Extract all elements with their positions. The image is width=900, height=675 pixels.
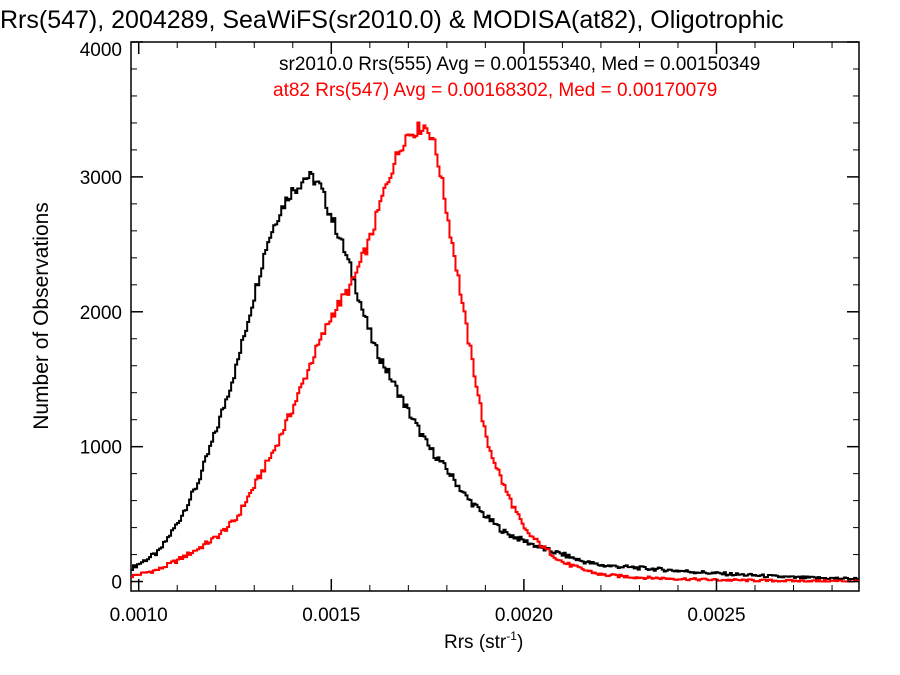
- x-tick-label: 0.0015: [302, 605, 360, 626]
- y-tick-label: 1000: [80, 438, 122, 459]
- x-tick-label: 0.0025: [687, 605, 745, 626]
- plot-frame: [130, 41, 860, 592]
- y-tick-label: 4000: [80, 40, 122, 61]
- x-tick-label: 0.0020: [495, 605, 553, 626]
- series-1-histogram: [131, 121, 860, 583]
- series-0-histogram: [131, 171, 860, 581]
- y-tick-label: 3000: [80, 168, 122, 189]
- legend-entry-0: sr2010.0 Rrs(555) Avg = 0.00155340, Med …: [279, 54, 760, 75]
- y-tick-label: 0: [111, 573, 122, 594]
- axes-layer: 0.0010 0.0015 0.0020 0.0025 0 1000 2000 3000 400…: [80, 40, 859, 626]
- y-tick-label: 2000: [80, 303, 122, 324]
- chart-title: Rrs(547), 2004289, SeaWiFS(sr2010.0) & M…: [0, 6, 784, 34]
- legend-entry-1: at82 Rrs(547) Avg = 0.00168302, Med = 0.…: [273, 80, 717, 101]
- series-layer: [131, 121, 860, 583]
- x-tick-label: 0.0010: [110, 605, 168, 626]
- x-axis-label: Rrs (str-1): [444, 629, 523, 653]
- y-axis-label: Number of Observations: [30, 202, 53, 430]
